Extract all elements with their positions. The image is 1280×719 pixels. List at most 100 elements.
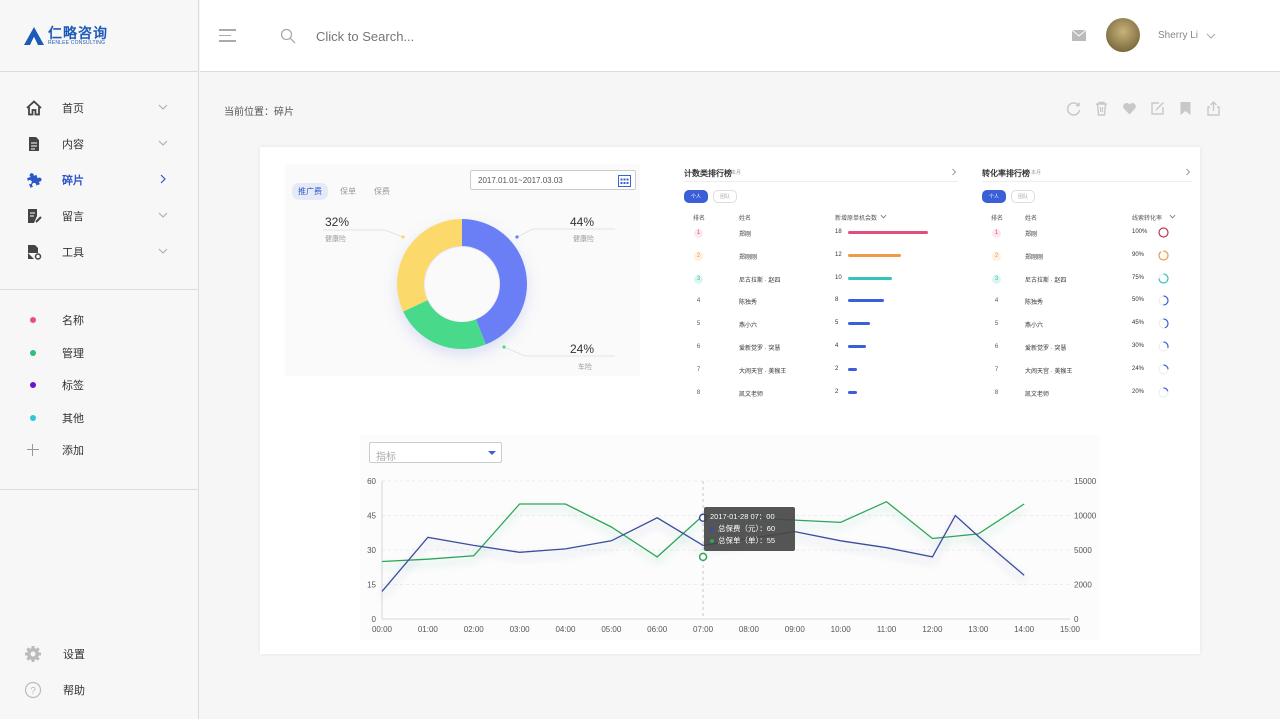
rank-number: 8 <box>696 389 701 396</box>
tooltip-premium: 总保费（元）：60 <box>718 524 776 533</box>
settings-button[interactable]: 设置 <box>0 636 199 672</box>
menu-icon[interactable] <box>219 29 236 43</box>
progress-ring <box>1158 318 1169 329</box>
segment-tabs: 推广费 保单 保费 <box>292 183 402 200</box>
donut-slice[interactable] <box>462 219 527 345</box>
series-dot <box>710 539 714 543</box>
logo[interactable]: 仁略咨询 RENLEE CONSULTING <box>0 0 198 72</box>
tab-premium[interactable]: 保费 <box>374 187 390 196</box>
trash-icon[interactable] <box>1094 101 1109 116</box>
rank-number: 5 <box>696 321 701 328</box>
x-tick: 10:00 <box>831 625 852 634</box>
ranking-row[interactable]: 5 燕小六 45% <box>982 313 1192 336</box>
metric-select[interactable]: 指标 <box>369 442 502 463</box>
pill-individual[interactable]: 个人 <box>684 190 709 203</box>
user-name[interactable]: Sherry Li <box>1158 30 1199 41</box>
nav-item-fragments[interactable]: 碎片 <box>0 162 198 198</box>
chevron-down-icon[interactable] <box>1169 213 1176 220</box>
ranking-row[interactable]: 7 大闹天宫 · 美猴王 24% <box>982 359 1192 382</box>
mail-icon[interactable] <box>1072 30 1086 41</box>
chart-tooltip: 2017-01-28 07：00 总保费（元）：60 总保单（单）：55 <box>704 507 795 551</box>
logo-text: 仁略咨询 <box>48 24 108 41</box>
rank-number: 4 <box>994 298 999 305</box>
rank-name: 尼古拉斯 · 赵四 <box>739 277 781 284</box>
column-header[interactable]: 线索转化率 <box>1132 216 1163 222</box>
ranking-row[interactable]: 1 郑刚 18 <box>684 222 958 245</box>
puzzle-icon <box>26 172 42 188</box>
nav-item-home[interactable]: 首页 <box>0 90 198 126</box>
x-tick: 05:00 <box>601 625 622 634</box>
x-tick: 15:00 <box>1060 625 1081 634</box>
ranking-row[interactable]: 8 凯文老师 20% <box>982 382 1192 405</box>
leader-dot <box>401 235 405 239</box>
ranking-row[interactable]: 2 郑刚刚 12 <box>684 245 958 268</box>
ranking-row[interactable]: 4 陈独秀 8 <box>684 290 958 313</box>
y-left-tick: 60 <box>367 477 376 486</box>
ranking-row[interactable]: 5 燕小六 5 <box>684 313 958 336</box>
search-input[interactable] <box>316 29 616 44</box>
pill-individual[interactable]: 个人 <box>982 190 1007 203</box>
tab-policy[interactable]: 保单 <box>340 187 356 196</box>
heart-icon[interactable] <box>1122 101 1137 116</box>
chevron-down-icon[interactable] <box>1206 31 1216 41</box>
nav-item-messages[interactable]: 留言 <box>0 198 198 234</box>
help-button[interactable]: ? 帮助 <box>0 672 199 708</box>
tooltip-title: 2017-01-28 07：00 <box>710 512 775 521</box>
add-tag-label: 添加 <box>62 445 84 458</box>
chevron-down-icon[interactable] <box>880 213 887 220</box>
rank-number: 7 <box>696 366 701 373</box>
rank-name: 燕小六 <box>739 323 758 330</box>
nav-item-content[interactable]: 内容 <box>0 126 198 162</box>
ranking-row[interactable]: 3 尼古拉斯 · 赵四 75% <box>982 268 1192 291</box>
tag-label: 管理 <box>62 347 84 360</box>
rank-number: 6 <box>696 344 701 350</box>
progress-ring <box>1158 341 1169 352</box>
add-tag-button[interactable]: 添加 <box>0 434 198 467</box>
rank-value: 4 <box>835 343 839 349</box>
ranking-row[interactable]: 6 爱新觉罗 · 突慧 30% <box>982 336 1192 359</box>
share-icon[interactable] <box>1206 101 1221 116</box>
leader-line <box>503 346 615 357</box>
pill-team[interactable]: 团队 <box>1011 190 1036 203</box>
chevron-down-icon <box>158 140 168 146</box>
y-left-tick: 0 <box>372 615 377 624</box>
ranking-row[interactable]: 8 凯文老师 2 <box>684 382 958 405</box>
slice-value-label: 32% <box>325 215 350 229</box>
donut-slice[interactable] <box>403 300 486 349</box>
date-range-picker[interactable]: 2017.01.01~2017.03.03 <box>470 170 636 190</box>
tag-item[interactable]: 名称 <box>0 304 198 337</box>
chevron-right-icon[interactable] <box>950 168 958 176</box>
x-tick: 12:00 <box>922 625 943 634</box>
rank-value: 90% <box>1132 251 1145 258</box>
rank-number: 1 <box>694 229 703 238</box>
search-icon[interactable] <box>280 28 296 44</box>
avatar[interactable] <box>1106 18 1140 52</box>
donut-slice[interactable] <box>396 219 462 312</box>
refresh-icon[interactable] <box>1066 101 1081 116</box>
chevron-right-icon[interactable] <box>1184 168 1192 176</box>
top-header: Sherry Li <box>200 0 1280 72</box>
edit-icon[interactable] <box>1150 101 1165 116</box>
series-dot <box>710 527 714 531</box>
tag-item[interactable]: 管理 <box>0 337 198 370</box>
ranking-row[interactable]: 3 尼古拉斯 · 赵四 10 <box>684 268 958 291</box>
bookmark-icon[interactable] <box>1178 101 1193 116</box>
calendar-icon[interactable] <box>618 174 631 187</box>
rank-value: 10 <box>835 274 842 281</box>
note-icon <box>26 208 42 224</box>
ranking-row[interactable]: 6 爱新觉罗 · 突慧 4 <box>684 336 958 359</box>
nav-item-tools[interactable]: 工具 <box>0 234 198 270</box>
ranking-row[interactable]: 1 郑刚 100% <box>982 222 1192 245</box>
rank-value: 2 <box>835 365 839 372</box>
pill-team[interactable]: 团队 <box>713 190 738 203</box>
tag-item[interactable]: 其他 <box>0 402 198 435</box>
highlight-point[interactable] <box>698 552 708 562</box>
tag-dot <box>30 317 36 324</box>
ranking-row[interactable]: 7 大闹天宫 · 美猴王 2 <box>684 359 958 382</box>
tab-promotion-fee[interactable]: 推广费 <box>292 183 328 200</box>
tag-item[interactable]: 标签 <box>0 369 198 402</box>
rank-name: 郑刚刚 <box>1025 254 1044 261</box>
ranking-row[interactable]: 4 陈独秀 50% <box>982 290 1192 313</box>
column-header[interactable]: 新增原单机会数 <box>835 216 878 222</box>
ranking-row[interactable]: 2 郑刚刚 90% <box>982 245 1192 268</box>
